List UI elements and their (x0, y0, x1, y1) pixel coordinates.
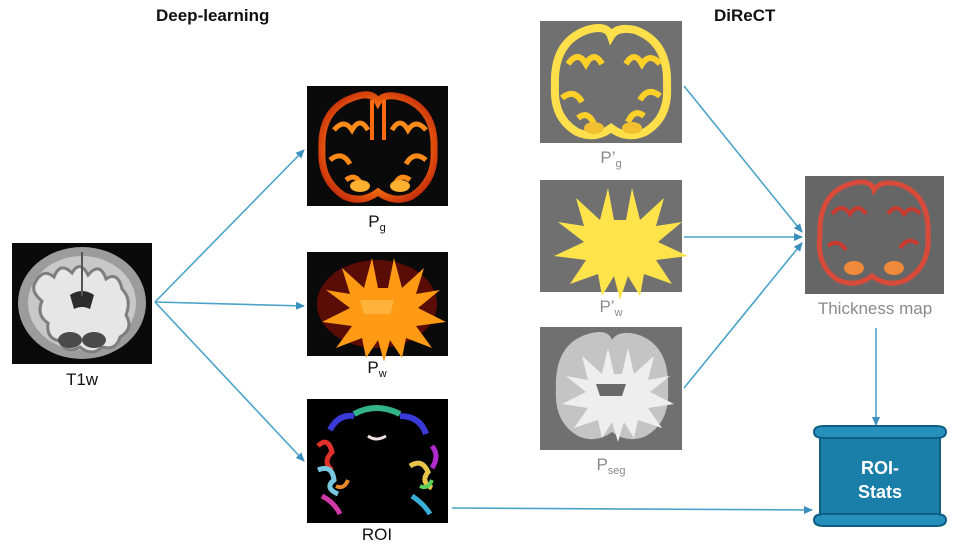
roi-stats-line1: ROI- (861, 458, 899, 478)
pw-label-sub: w (378, 368, 387, 380)
arrow-roi-to-stats (451, 505, 813, 514)
roi-stats-scroll: ROI- Stats (812, 425, 948, 527)
pg-label: Pg (347, 212, 407, 234)
arrow-t1w-to-pg (154, 149, 305, 303)
pseg-image (540, 327, 682, 450)
pw-prime-label-sub: w (614, 307, 623, 319)
arrow-pgprime-to-thickness (683, 85, 803, 233)
pseg-label-sub: seg (607, 465, 626, 477)
t1w-label: T1w (65, 370, 99, 389)
arrow-pseg-to-thickness (683, 242, 803, 389)
arrows (154, 85, 880, 514)
pg-label-main: P (368, 212, 380, 231)
t1w-image (12, 243, 152, 364)
roi-stats-line2: Stats (858, 482, 902, 502)
roi-label: ROI (361, 525, 393, 544)
pw-label-main: P (367, 358, 379, 377)
pw-prime-label-main: P’ (599, 297, 615, 316)
pw-label: Pw (347, 358, 407, 380)
deep-learning-title: Deep-learning (156, 6, 270, 25)
roi-image (307, 399, 448, 523)
pg-prime-label-main: P’ (600, 148, 616, 167)
pw-image (307, 252, 448, 362)
pw-prime-label: P’w (581, 297, 641, 319)
pseg-label-main: P (596, 455, 608, 474)
pseg-label: Pseg (581, 455, 641, 477)
arrow-t1w-to-pw (154, 301, 305, 310)
direct-title: DiReCT (714, 6, 776, 25)
pg-prime-image (540, 21, 682, 143)
arrow-t1w-to-roi (154, 301, 305, 462)
pg-prime-label: P’g (581, 148, 641, 170)
thickness-map-label: Thickness map (817, 299, 933, 318)
pg-image (307, 86, 448, 206)
pg-label-sub: g (379, 222, 386, 234)
pg-prime-label-sub: g (615, 158, 622, 170)
pw-prime-image (540, 180, 688, 300)
thickness-map-image (805, 176, 944, 294)
